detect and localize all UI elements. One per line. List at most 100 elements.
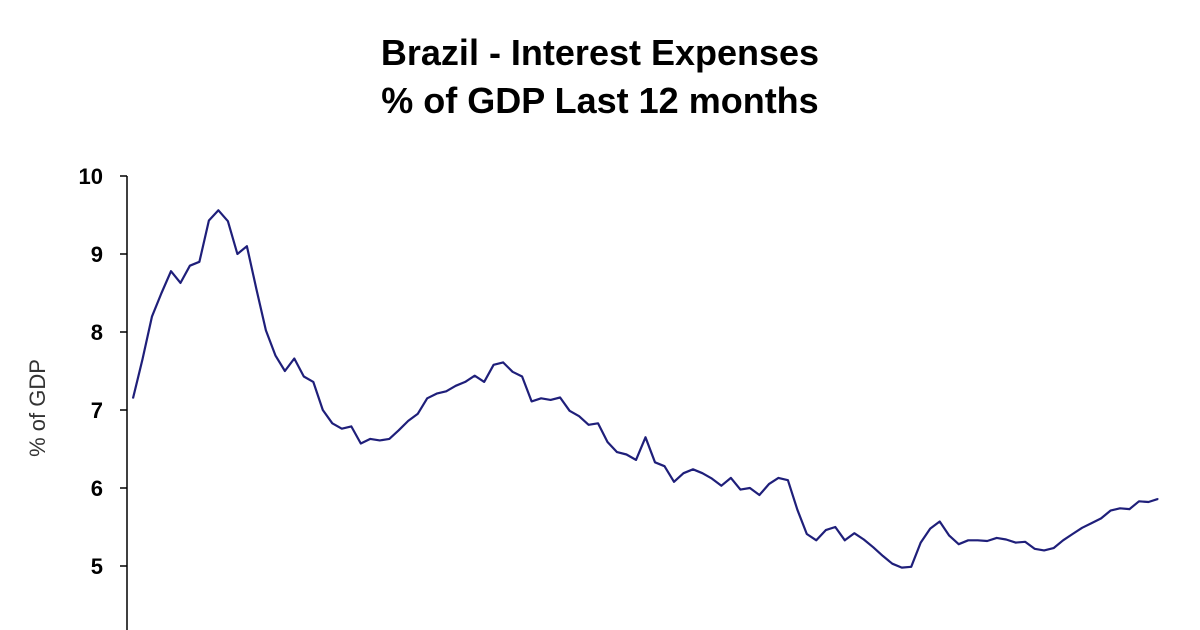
data-point bbox=[531, 400, 533, 402]
data-point bbox=[853, 532, 855, 534]
data-point bbox=[388, 438, 390, 440]
data-point bbox=[1005, 538, 1007, 541]
data-point bbox=[341, 428, 343, 430]
data-point bbox=[834, 526, 836, 528]
data-point bbox=[246, 245, 248, 247]
data-point bbox=[844, 539, 846, 541]
data-point bbox=[132, 397, 134, 399]
data-point bbox=[426, 397, 428, 399]
data-point bbox=[265, 329, 267, 331]
data-point bbox=[701, 472, 704, 474]
data-point bbox=[141, 358, 144, 360]
data-point bbox=[1053, 547, 1055, 549]
data-point bbox=[236, 253, 238, 255]
data-point bbox=[578, 415, 580, 417]
data-point bbox=[274, 354, 276, 356]
data-point bbox=[303, 375, 305, 378]
data-point bbox=[474, 375, 476, 377]
data-point bbox=[398, 429, 400, 431]
data-point bbox=[882, 555, 884, 557]
data-point bbox=[227, 220, 229, 222]
data-point bbox=[1100, 517, 1102, 520]
data-point bbox=[730, 477, 732, 479]
data-point bbox=[749, 487, 751, 489]
chart-title: Brazil - Interest Expenses bbox=[380, 32, 820, 73]
data-point bbox=[910, 566, 912, 568]
data-point bbox=[863, 538, 865, 541]
y-tick-label: 8 bbox=[91, 320, 103, 345]
data-point bbox=[739, 489, 742, 491]
data-point bbox=[967, 539, 969, 541]
data-point bbox=[597, 422, 599, 424]
data-point bbox=[616, 451, 618, 453]
data-point bbox=[720, 485, 723, 487]
data-point bbox=[436, 393, 438, 395]
data-point bbox=[825, 529, 827, 531]
data-point bbox=[511, 371, 514, 373]
data-point bbox=[673, 481, 675, 483]
data-point bbox=[939, 520, 941, 523]
data-point bbox=[189, 265, 191, 267]
y-tick-label: 10 bbox=[79, 164, 103, 189]
data-point bbox=[635, 459, 637, 461]
data-point bbox=[160, 292, 163, 294]
data-point bbox=[293, 357, 295, 360]
data-point bbox=[711, 478, 713, 480]
data-point bbox=[1119, 507, 1121, 509]
data-point bbox=[787, 479, 789, 481]
data-point bbox=[768, 483, 770, 485]
data-point bbox=[796, 509, 799, 511]
data-point bbox=[455, 385, 457, 387]
data-point bbox=[996, 537, 998, 539]
data-point bbox=[502, 361, 504, 363]
data-point bbox=[464, 381, 466, 383]
data-point bbox=[977, 539, 979, 541]
data-point bbox=[1072, 533, 1074, 535]
series-line bbox=[131, 209, 1159, 569]
data-point bbox=[170, 270, 172, 272]
data-point bbox=[682, 472, 685, 474]
data-point bbox=[445, 390, 447, 392]
data-point bbox=[986, 540, 988, 542]
data-point bbox=[758, 494, 761, 496]
data-point bbox=[1109, 510, 1112, 512]
data-point bbox=[920, 542, 922, 544]
data-point bbox=[559, 396, 561, 399]
data-point bbox=[322, 409, 324, 411]
data-point bbox=[948, 535, 950, 537]
y-tick-label: 6 bbox=[91, 476, 103, 501]
data-point bbox=[284, 370, 286, 372]
series-points bbox=[132, 209, 1159, 569]
data-point bbox=[312, 381, 314, 383]
data-point bbox=[891, 563, 893, 565]
data-point bbox=[540, 397, 542, 399]
data-point bbox=[217, 209, 219, 211]
chart-subtitle: % of GDP Last 12 months bbox=[381, 80, 819, 121]
data-point bbox=[198, 261, 200, 263]
y-ticks: 5 6 7 8 9 10 bbox=[79, 164, 127, 579]
data-point bbox=[663, 465, 666, 467]
data-point bbox=[606, 441, 609, 443]
data-point bbox=[929, 528, 931, 530]
data-point bbox=[625, 453, 628, 456]
data-point bbox=[379, 439, 381, 441]
data-point bbox=[350, 425, 352, 427]
data-point bbox=[369, 438, 371, 440]
data-point bbox=[958, 543, 960, 545]
data-point bbox=[208, 219, 210, 222]
data-point bbox=[1024, 541, 1026, 543]
data-point bbox=[1062, 539, 1064, 541]
data-point bbox=[901, 567, 903, 569]
data-point bbox=[483, 381, 485, 383]
data-point bbox=[777, 477, 780, 479]
y-tick-label: 9 bbox=[91, 242, 103, 267]
data-point bbox=[550, 399, 552, 401]
data-point bbox=[692, 468, 694, 470]
data-point bbox=[872, 546, 874, 548]
data-point bbox=[255, 288, 257, 290]
data-point bbox=[151, 315, 153, 317]
y-tick-label: 7 bbox=[91, 398, 103, 423]
data-point bbox=[1081, 527, 1083, 529]
data-point bbox=[1015, 542, 1017, 544]
